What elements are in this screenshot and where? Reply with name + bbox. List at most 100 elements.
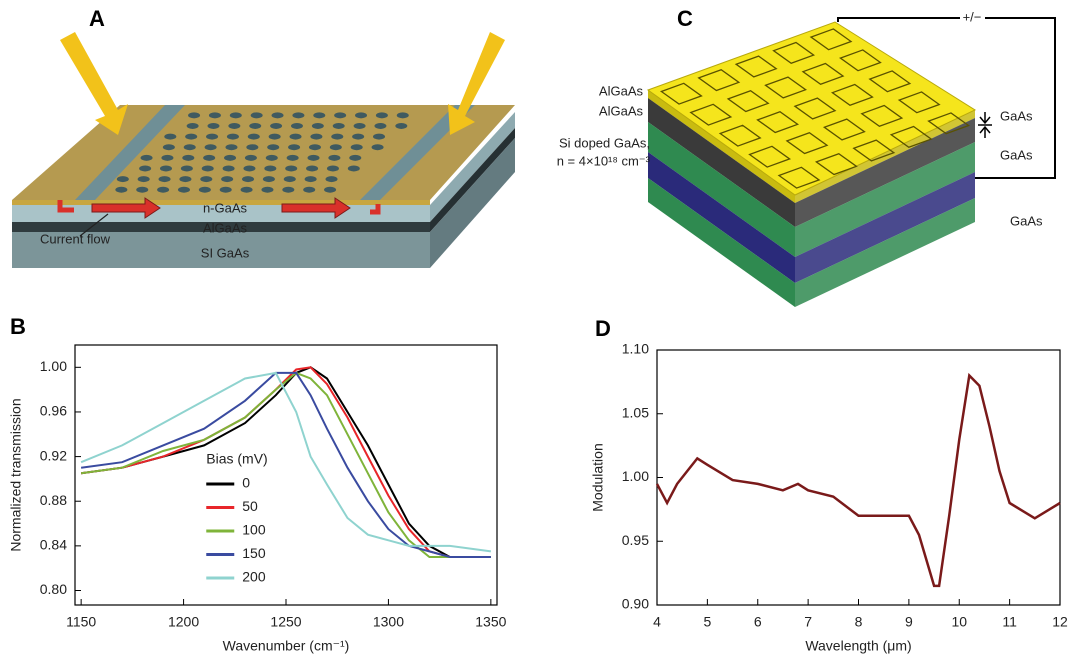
hole — [160, 165, 172, 171]
hole — [164, 134, 176, 140]
hole — [242, 176, 254, 182]
legend-title: Bias (mV) — [206, 451, 267, 467]
hole — [272, 112, 284, 118]
legend-label: 100 — [242, 522, 266, 538]
hole — [205, 144, 217, 150]
hole — [333, 123, 345, 129]
hole — [352, 134, 364, 140]
x-tick-label: 12 — [1052, 614, 1068, 630]
data-line — [81, 373, 491, 557]
hole — [291, 123, 303, 129]
hole — [261, 187, 273, 193]
hole — [324, 187, 336, 193]
hole — [199, 187, 211, 193]
hole — [225, 144, 237, 150]
x-tick-label: 9 — [905, 614, 913, 630]
hole — [270, 123, 282, 129]
hole — [305, 176, 317, 182]
panel-label: D — [595, 316, 611, 341]
hole — [349, 155, 361, 161]
hole — [246, 144, 258, 150]
y-tick-label: 1.05 — [622, 404, 649, 420]
legend-label: 50 — [242, 498, 258, 514]
plot-frame — [657, 350, 1060, 605]
hole — [326, 176, 338, 182]
hole — [200, 176, 212, 182]
callout-label: Current flow — [40, 231, 111, 246]
layer-label: AlGaAs — [599, 103, 644, 118]
hole — [227, 134, 239, 140]
hole — [221, 176, 233, 182]
layer-label: AlGaAs — [599, 83, 644, 98]
hole — [184, 144, 196, 150]
hole — [251, 112, 263, 118]
hole — [263, 176, 275, 182]
x-tick-label: 5 — [703, 614, 711, 630]
hole — [348, 165, 360, 171]
hole — [224, 155, 236, 161]
y-tick-label: 1.10 — [622, 341, 649, 357]
y-axis-label: Normalized transmission — [8, 398, 24, 551]
x-axis-label: Wavenumber (cm⁻¹) — [223, 638, 350, 654]
panel-label: C — [677, 6, 693, 31]
y-tick-label: 0.80 — [40, 581, 67, 597]
x-axis-label: Wavelength (μm) — [805, 638, 911, 654]
hole — [285, 165, 297, 171]
hole — [287, 155, 299, 161]
hole — [220, 187, 232, 193]
hole — [288, 144, 300, 150]
x-tick-label: 6 — [754, 614, 762, 630]
hole — [267, 144, 279, 150]
hole — [136, 187, 148, 193]
legend-label: 0 — [242, 475, 250, 491]
y-tick-label: 0.84 — [40, 537, 67, 553]
hole — [282, 187, 294, 193]
legend-label: 200 — [242, 569, 266, 585]
hole — [397, 112, 409, 118]
hole — [395, 123, 407, 129]
hole — [310, 134, 322, 140]
x-tick-label: 1250 — [270, 614, 301, 630]
hole — [249, 123, 261, 129]
hole — [334, 112, 346, 118]
hole — [157, 187, 169, 193]
hole — [374, 123, 386, 129]
hole — [308, 155, 320, 161]
device-diagram-c: +/− AlGaAs AlGaAs Si doped GaAs, n = 4×1… — [557, 9, 1055, 307]
hole — [179, 176, 191, 182]
hole — [264, 165, 276, 171]
hole — [330, 144, 342, 150]
hole — [245, 155, 257, 161]
layer-label: GaAs — [1010, 213, 1043, 228]
hole — [141, 155, 153, 161]
panel-label: A — [89, 6, 105, 31]
hole — [203, 155, 215, 161]
y-axis-label: Modulation — [590, 443, 606, 512]
hole — [207, 123, 219, 129]
y-tick-label: 0.90 — [622, 596, 649, 612]
x-tick-label: 11 — [1002, 614, 1017, 630]
top-surface — [12, 105, 515, 200]
hole — [139, 165, 151, 171]
hole — [182, 155, 194, 161]
x-tick-label: 1150 — [66, 614, 96, 630]
wire — [838, 18, 960, 22]
hole — [223, 165, 235, 171]
y-tick-label: 1.00 — [40, 358, 67, 374]
hole — [243, 165, 255, 171]
hole — [159, 176, 171, 182]
hole — [313, 112, 325, 118]
hole — [376, 112, 388, 118]
x-tick-label: 1200 — [168, 614, 199, 630]
hole — [241, 187, 253, 193]
y-tick-label: 0.96 — [40, 403, 67, 419]
hole — [327, 165, 339, 171]
hole — [292, 112, 304, 118]
hole — [178, 187, 190, 193]
hole — [303, 187, 315, 193]
y-tick-label: 1.00 — [622, 468, 649, 484]
hole — [309, 144, 321, 150]
hole — [161, 155, 173, 161]
hole — [138, 176, 150, 182]
